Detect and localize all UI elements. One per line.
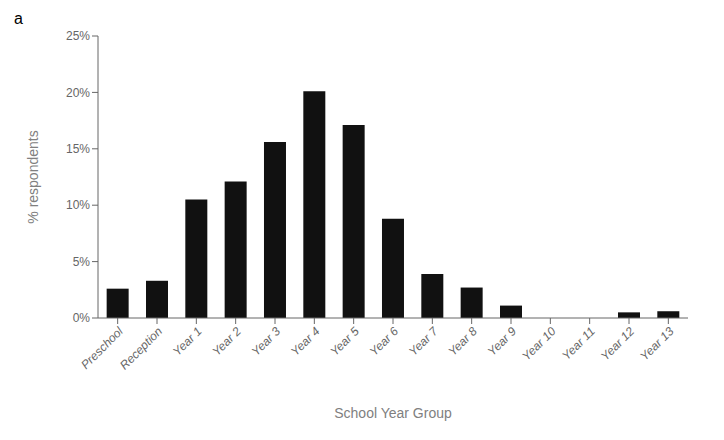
svg-text:Year 7: Year 7 (406, 323, 441, 358)
svg-text:Year 9: Year 9 (485, 324, 520, 359)
svg-text:Year 6: Year 6 (367, 324, 402, 359)
svg-text:Year 4: Year 4 (288, 324, 323, 359)
svg-text:5%: 5% (73, 255, 91, 269)
svg-text:10%: 10% (66, 198, 90, 212)
svg-text:Year 12: Year 12 (598, 324, 637, 363)
svg-text:Year 13: Year 13 (637, 324, 676, 363)
html-text:a: a (14, 10, 23, 27)
svg-text:0%: 0% (73, 311, 91, 325)
svg-text:% respondents: % respondents (25, 130, 41, 223)
svg-text:Year 3: Year 3 (249, 324, 284, 359)
svg-text:Year 1: Year 1 (170, 324, 204, 358)
svg-text:Preschool: Preschool (78, 324, 126, 372)
svg-text:School Year Group: School Year Group (334, 405, 452, 421)
svg-text:15%: 15% (66, 142, 90, 156)
svg-text:Year 2: Year 2 (209, 324, 244, 359)
svg-text:Year 8: Year 8 (445, 324, 480, 359)
svg-text:Year 5: Year 5 (327, 324, 362, 359)
svg-text:Year 10: Year 10 (519, 324, 558, 363)
svg-text:Reception: Reception (117, 324, 165, 372)
svg-text:25%: 25% (66, 29, 90, 43)
svg-text:20%: 20% (66, 86, 90, 100)
svg-text:Year 11: Year 11 (559, 324, 598, 363)
